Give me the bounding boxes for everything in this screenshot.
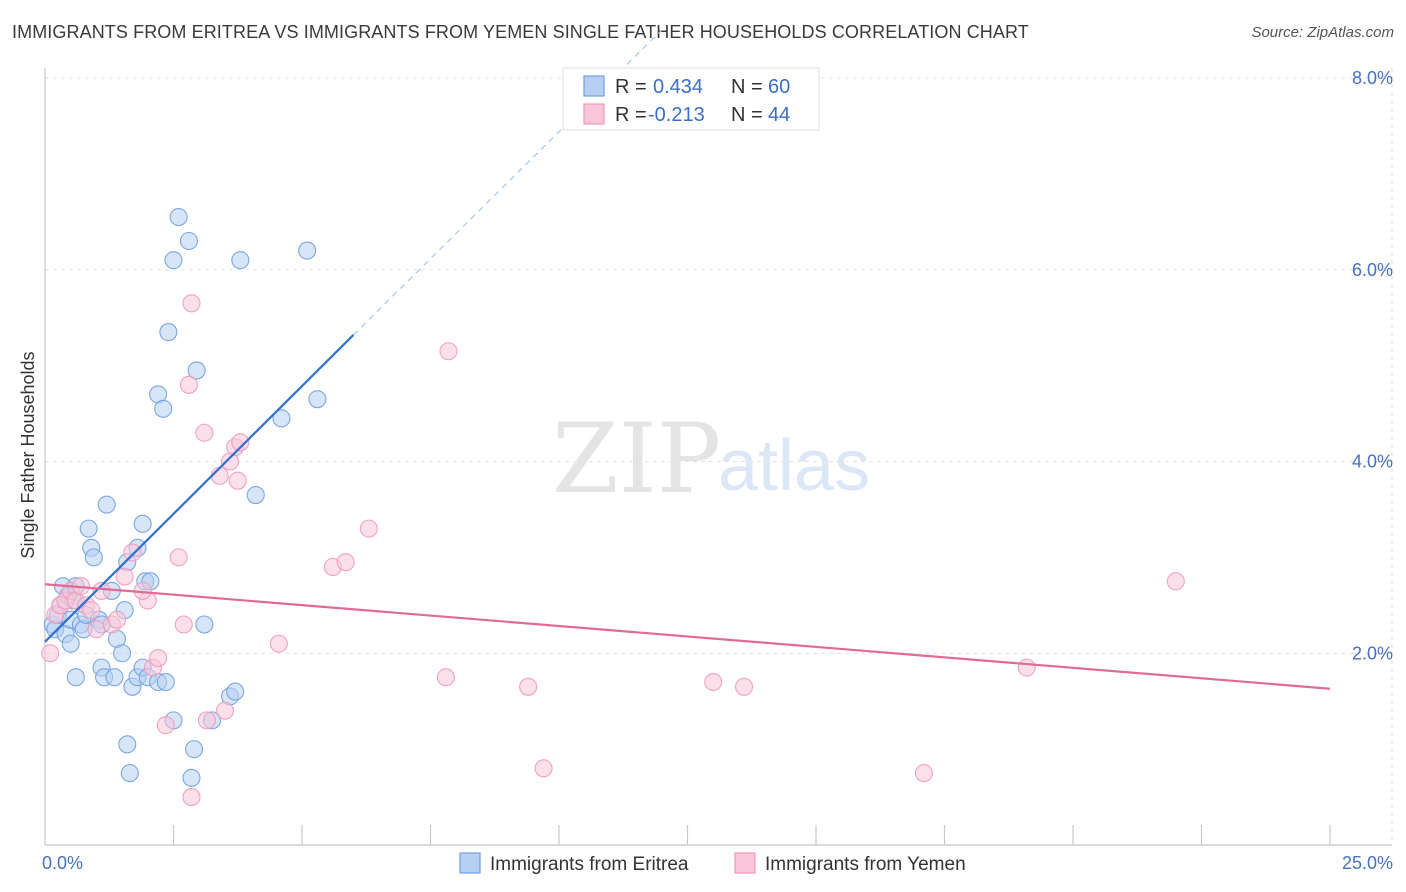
yemen-point bbox=[439, 342, 458, 361]
yemen-point bbox=[519, 677, 538, 696]
gridlines bbox=[45, 68, 1393, 845]
eritrea-point bbox=[118, 735, 137, 754]
legend-r-label-yemen: R = bbox=[615, 104, 647, 126]
series-legend: Immigrants from Eritrea Immigrants from … bbox=[459, 852, 966, 875]
stats-legend: R = 0.434 N = 60 R = -0.213 N = 44 bbox=[562, 67, 820, 131]
eritrea-point bbox=[185, 740, 204, 759]
series-legend-swatch-yemen bbox=[734, 852, 756, 874]
eritrea-point bbox=[105, 668, 124, 687]
series-legend-swatch-eritrea bbox=[459, 852, 481, 874]
yemen-point bbox=[107, 610, 127, 629]
eritrea-point bbox=[246, 486, 265, 505]
legend-n-value-yemen: 44 bbox=[768, 104, 790, 126]
yemen-point bbox=[115, 567, 134, 586]
eritrea-point bbox=[120, 764, 139, 783]
axes bbox=[44, 68, 1392, 846]
eritrea-point bbox=[154, 399, 173, 418]
yemen-point bbox=[149, 648, 168, 668]
legend-swatch-yemen bbox=[583, 103, 605, 125]
yemen-point bbox=[1166, 572, 1185, 591]
eritrea-point bbox=[308, 390, 327, 409]
eritrea-point bbox=[179, 231, 198, 251]
legend-swatch-eritrea bbox=[583, 75, 605, 97]
eritrea-point bbox=[133, 514, 152, 533]
yemen-point bbox=[228, 471, 247, 490]
eritrea-point bbox=[187, 361, 206, 380]
yemen-point bbox=[704, 672, 723, 692]
yemen-point bbox=[195, 423, 214, 442]
yemen-point bbox=[92, 581, 111, 600]
chart-title: IMMIGRANTS FROM ERITREA VS IMMIGRANTS FR… bbox=[12, 22, 1029, 42]
yemen-point bbox=[734, 677, 754, 696]
eritrea-point bbox=[159, 323, 178, 342]
yemen-point bbox=[534, 759, 553, 778]
eritrea-point bbox=[272, 409, 291, 428]
legend-r-value-yemen: -0.213 bbox=[648, 104, 705, 126]
eritrea-point bbox=[231, 251, 250, 270]
legend-r-label-eritrea: R = bbox=[615, 76, 647, 98]
yemen-trend-line bbox=[44, 583, 1331, 690]
y-tick-label: 2.0% bbox=[1352, 643, 1393, 663]
eritrea-point bbox=[226, 682, 245, 701]
eritrea-point bbox=[79, 519, 98, 538]
chart-source: Source: ZipAtlas.com bbox=[1251, 24, 1394, 41]
y-axis-title: Single Father Households bbox=[18, 351, 38, 558]
yemen-point bbox=[182, 788, 201, 807]
eritrea-point bbox=[182, 768, 201, 787]
eritrea-point bbox=[84, 548, 103, 567]
yemen-point bbox=[359, 519, 378, 538]
yemen-point bbox=[169, 548, 188, 567]
yemen-point bbox=[174, 615, 193, 634]
yemen-point bbox=[336, 553, 355, 572]
eritrea-point bbox=[164, 251, 183, 270]
y-tick-label: 8.0% bbox=[1352, 68, 1393, 88]
x-tick-label: 25.0% bbox=[1342, 853, 1393, 873]
yemen-point bbox=[914, 764, 933, 783]
series-legend-label-eritrea: Immigrants from Eritrea bbox=[490, 854, 689, 875]
watermark: ZIP atlas bbox=[552, 403, 870, 515]
yemen-point bbox=[156, 716, 175, 735]
eritrea-point bbox=[66, 668, 85, 687]
y-tick-label: 4.0% bbox=[1352, 452, 1393, 472]
yemen-point bbox=[123, 543, 142, 562]
legend-n-label-yemen: N = bbox=[731, 104, 763, 126]
eritrea-point bbox=[298, 241, 317, 260]
tick-labels: 2.0% 4.0% 6.0% 8.0% 0.0% 25.0% bbox=[42, 68, 1393, 873]
data-points bbox=[41, 207, 1185, 807]
yemen-point bbox=[182, 294, 201, 313]
trend-lines bbox=[44, 29, 1331, 690]
watermark-zip: ZIP bbox=[552, 403, 721, 515]
eritrea-trend-line bbox=[44, 334, 355, 643]
yemen-point bbox=[82, 601, 101, 620]
eritrea-point bbox=[61, 634, 80, 653]
x-tick-label: 0.0% bbox=[42, 853, 83, 873]
stats-legend-box bbox=[562, 67, 820, 131]
yemen-point bbox=[436, 668, 455, 687]
legend-r-value-eritrea: 0.434 bbox=[653, 76, 703, 98]
series-legend-label-yemen: Immigrants from Yemen bbox=[765, 854, 966, 875]
eritrea-point bbox=[195, 615, 214, 634]
yemen-point bbox=[269, 634, 288, 653]
y-tick-label: 6.0% bbox=[1352, 260, 1393, 280]
yemen-point bbox=[1017, 658, 1036, 677]
eritrea-point bbox=[169, 207, 188, 227]
watermark-atlas: atlas bbox=[718, 426, 870, 506]
legend-n-value-eritrea: 60 bbox=[768, 76, 790, 98]
yemen-point bbox=[231, 433, 250, 452]
yemen-point bbox=[41, 644, 60, 663]
eritrea-point bbox=[97, 495, 116, 514]
yemen-point bbox=[210, 466, 229, 485]
yemen-point bbox=[87, 620, 106, 639]
yemen-point bbox=[179, 375, 198, 394]
yemen-point bbox=[197, 711, 216, 730]
legend-n-label-eritrea: N = bbox=[731, 76, 763, 98]
eritrea-point bbox=[113, 644, 132, 663]
eritrea-point bbox=[156, 672, 175, 692]
yemen-point bbox=[215, 701, 234, 720]
